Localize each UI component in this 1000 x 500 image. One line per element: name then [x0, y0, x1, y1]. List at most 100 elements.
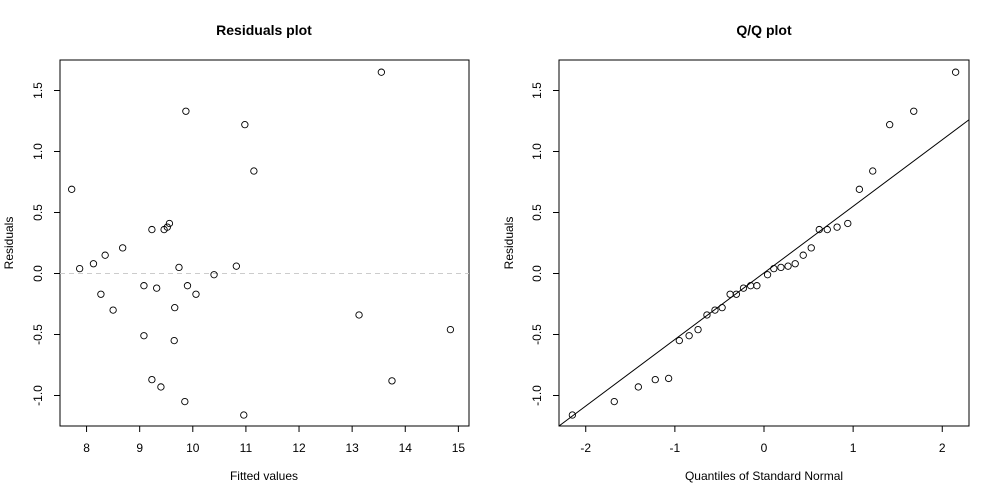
residuals-plot-y-tick-label: -1.0: [31, 385, 45, 406]
residuals-plot-point: [182, 107, 190, 115]
qq-plot-reference-line: [558, 119, 970, 427]
qq-plot-point: [799, 251, 807, 259]
qq-plot-y-tick-label: 0.0: [530, 265, 544, 282]
qq-plot-point: [651, 375, 659, 384]
qq-plot-point: [694, 325, 702, 334]
qq-plot-point: [718, 304, 726, 312]
qq-plot-x-tick-label: -1: [670, 441, 681, 455]
residuals-plot-x-tick-label: 15: [452, 441, 466, 455]
qq-plot-point: [844, 219, 852, 228]
residuals-plot-point: [109, 306, 117, 314]
residuals-plot-point: [171, 304, 179, 312]
qq-plot-y-axis: -1.0 -0.5 0.0 0.5 1.0 1.5: [530, 82, 559, 406]
residuals-plot-point: [175, 263, 183, 272]
qq-plot-point: [815, 225, 823, 234]
residuals-plot-y-tick-label: -0.5: [31, 324, 45, 345]
residuals-plot-point: [170, 336, 178, 345]
qq-plot-point: [784, 262, 792, 270]
qq-plot-y-label: Residuals: [502, 217, 516, 270]
residuals-plot-y-tick-label: 0.0: [31, 265, 45, 282]
qq-plot-point: [791, 260, 799, 268]
qq-plot-y-tick-label: 1.0: [530, 143, 544, 160]
qq-plot-point: [610, 397, 618, 406]
residuals-plot-point: [163, 223, 171, 231]
residuals-plot-point: [181, 397, 189, 406]
residuals-plot-y-tick-label: 1.5: [31, 82, 45, 99]
residuals-plot-x-tick-label: 11: [240, 441, 253, 455]
residuals-plot-point: [148, 225, 156, 234]
residuals-plot-x-tick-label: 13: [345, 441, 359, 455]
qq-plot-y-tick-label: 1.5: [530, 82, 544, 99]
qq-plot-panel: Q/Q plot -2 -1 0 1 2 -1.0 -0.5 0.0 0.5 1.0 1.5 Qu…: [502, 22, 970, 483]
qq-plot-point: [823, 225, 831, 234]
qq-plot-reference-line-segment: [558, 119, 970, 427]
residuals-plot-point: [140, 282, 148, 290]
residuals-plot-point: [153, 284, 161, 292]
qq-plot-x-tick-label: 0: [761, 441, 768, 455]
qq-plot-point: [770, 264, 778, 273]
residuals-plot-point: [97, 290, 105, 298]
residuals-plot-x-tick-label: 8: [83, 441, 90, 455]
residuals-plot-point: [232, 262, 240, 270]
residuals-plot-x-tick-label: 10: [186, 441, 200, 455]
residuals-plot-point: [76, 264, 84, 273]
residuals-plot-point: [157, 383, 165, 391]
residuals-plot-point: [183, 282, 192, 290]
qq-plot-point: [855, 185, 864, 193]
qq-plot-point: [910, 107, 918, 115]
residuals-plot-point: [240, 411, 248, 419]
residuals-plot-point: [388, 377, 396, 385]
qq-plot-point: [869, 167, 877, 175]
qq-plot-points: [568, 68, 960, 419]
residuals-plot-title: Residuals plot: [216, 22, 312, 38]
residuals-plot-x-tick-label: 12: [292, 441, 306, 455]
residuals-plot-x-tick-label: 14: [399, 441, 413, 455]
qq-plot-point: [568, 411, 577, 419]
qq-plot-point: [711, 306, 719, 314]
qq-plot-point: [763, 271, 772, 279]
residuals-plot-point: [119, 244, 127, 252]
qq-plot-y-tick-label: -0.5: [530, 324, 544, 345]
residuals-plot-x-axis: 8 9 10 11 12 13 14 15: [83, 426, 465, 455]
residuals-plot-points: [68, 68, 455, 419]
residuals-plot-point: [89, 260, 98, 268]
residuals-plot-point: [68, 185, 76, 193]
qq-plot-x-tick-label: 2: [939, 441, 946, 455]
qq-plot-point: [807, 244, 815, 252]
residuals-plot-point: [165, 219, 174, 228]
qq-plot-x-tick-label: 1: [850, 441, 857, 455]
qq-plot-x-label: Quantiles of Standard Normal: [685, 469, 843, 483]
residuals-plot-point: [192, 290, 200, 298]
qq-plot-point: [703, 311, 711, 319]
residuals-plot-point: [101, 251, 109, 259]
residuals-plot-point: [140, 332, 148, 340]
qq-plot-point: [739, 284, 748, 292]
qq-plot-point: [675, 336, 683, 345]
qq-plot-point: [685, 332, 693, 340]
qq-plot-point: [726, 290, 734, 298]
qq-plot-point: [732, 290, 741, 298]
residuals-plot-y-axis: -1.0 -0.5 0.0 0.5 1.0 1.5: [31, 82, 60, 406]
qq-plot-point: [833, 223, 841, 231]
qq-plot-point: [951, 68, 960, 76]
qq-plot-point: [634, 383, 642, 391]
qq-plot-point: [886, 121, 894, 129]
qq-plot-point: [777, 263, 785, 272]
residuals-plot-point: [377, 68, 386, 76]
residuals-plot-point: [148, 375, 156, 384]
qq-plot-x-tick-label: -2: [580, 441, 591, 455]
residuals-plot-frame: [59, 59, 470, 427]
qq-plot-x-axis: -2 -1 0 1 2: [580, 426, 946, 455]
qq-plot-y-tick-label: 0.5: [530, 204, 544, 221]
residuals-plot-y-tick-label: 0.5: [31, 204, 45, 221]
residuals-plot-y-tick-label: 1.0: [31, 143, 45, 160]
qq-plot-point: [753, 282, 761, 290]
residuals-plot-y-label: Residuals: [2, 217, 16, 270]
qq-plot-title: Q/Q plot: [736, 22, 792, 38]
residuals-plot-point: [250, 167, 258, 175]
qq-plot-frame: [558, 59, 970, 427]
qq-plot-point: [664, 374, 673, 383]
residuals-plot-panel: Residuals plot 8 9 10 11 12 13 14 15 -1.0 -0.5 0.…: [2, 22, 470, 483]
residuals-plot-point: [210, 271, 218, 279]
